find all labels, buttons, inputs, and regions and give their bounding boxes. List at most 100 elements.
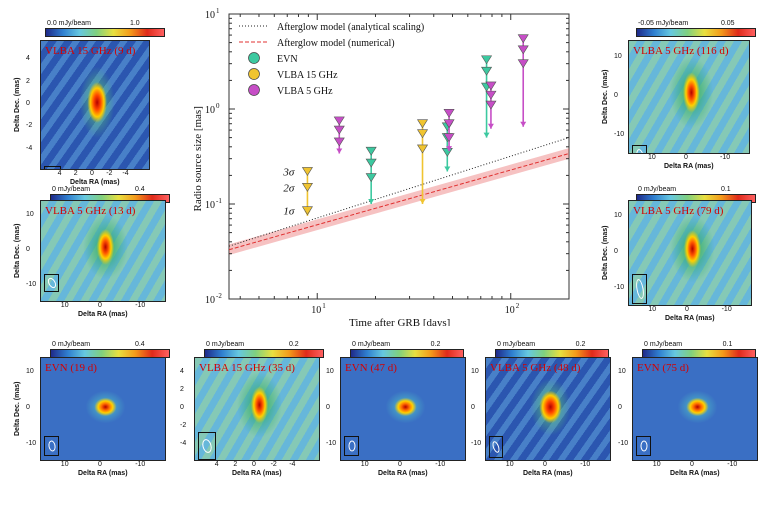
analytical-model-line: [228, 137, 570, 247]
x-tick-label: 10: [505, 305, 515, 316]
x-tick-label: 0: [398, 461, 402, 468]
colorbar: [636, 28, 756, 37]
beam-ellipse: [491, 440, 501, 454]
y-tick-label: 0: [471, 404, 475, 411]
sigma-annotation: 3σ: [282, 166, 295, 178]
x-tick-label: -4: [289, 461, 296, 468]
y-tick-label: -10: [326, 439, 337, 447]
y-tick-label: 4: [180, 368, 184, 376]
limit-arrowhead: [444, 166, 451, 172]
x-tick-label: -2: [270, 461, 277, 468]
x-tick-label: 10: [648, 306, 657, 313]
y-tick-label: 0: [180, 404, 184, 411]
x-tick-label: 10: [60, 302, 69, 309]
x-axis-label: Delta RA (mas): [78, 311, 128, 318]
radio-image: EVN (19 d): [40, 357, 166, 461]
legend-label: VLBA 15 GHz: [277, 70, 338, 81]
plot-frame: [228, 13, 570, 300]
x-tick-label: -10: [135, 302, 146, 309]
beam-box: [489, 436, 503, 458]
colorbar-min-label: 0 mJy/beam: [352, 341, 391, 348]
colorbar-min-label: 0 mJy/beam: [52, 186, 91, 193]
y-tick-label: 0: [618, 404, 622, 411]
limit-arrowhead: [483, 132, 490, 138]
sigma-annotation: 1σ: [283, 206, 295, 218]
y-tick-label: 10: [205, 200, 215, 211]
colorbar-max-label: 0.1: [722, 341, 733, 348]
colorbar-max-label: 0.2: [575, 341, 586, 348]
sigma-annotation: 2σ: [283, 182, 295, 194]
legend-label: EVN: [277, 54, 298, 65]
beam-box: [636, 436, 651, 456]
panel-title: EVN (75 d): [637, 362, 689, 374]
panel-title: VLBA 5 GHz (13 d): [45, 205, 136, 217]
x-tick-label: -10: [580, 461, 591, 468]
x-tick-label: -10: [721, 306, 732, 313]
y-tick-label: 0: [26, 246, 30, 253]
panel-vlba5-79d: 0 mJy/beam 0.1 VLBA 5 GHz (79 d) 10 0 -10 10 0 -…: [596, 182, 766, 332]
y-tick-label: 10: [205, 295, 215, 306]
x-tick-label: 10: [505, 461, 514, 468]
y-tick-label: 10: [205, 105, 215, 116]
beam-box: [44, 273, 59, 292]
x-axis-label: Delta RA (mas): [665, 315, 715, 322]
y-tick-label: 0: [326, 404, 330, 411]
x-axis-label: Delta RA (mas): [232, 470, 282, 477]
radio-image: EVN (75 d): [632, 357, 758, 461]
x-axis-label: Delta RA (mas): [70, 179, 120, 186]
colorbar-max-label: 0.2: [430, 341, 441, 348]
beam-ellipse: [348, 440, 355, 452]
beam-ellipse: [634, 278, 645, 300]
x-tick-label: 10: [311, 305, 321, 316]
colorbar-min-label: -0.05 mJy/beam: [638, 20, 689, 27]
y-axis-label: Delta Dec. (mas): [14, 77, 21, 132]
x-tick-label: -10: [135, 461, 146, 468]
y-tick-exponent: 0: [216, 102, 220, 110]
y-tick-label: 10: [26, 368, 34, 376]
panel-vlba5-48d: 0 mJy/beam 0.2 VLBA 5 GHz (48 d) 10 0 -10 10 0 -…: [471, 337, 620, 487]
x-axis-label: Time after GRB [days]: [349, 317, 450, 326]
colorbar-max-label: 0.2: [288, 341, 299, 348]
x-tick-label: -10: [727, 461, 738, 468]
colorbar-min-label: 0 mJy/beam: [52, 341, 91, 348]
y-tick-label: -10: [614, 131, 625, 139]
y-tick-label: -2: [180, 421, 187, 429]
sigma2-marker: [333, 125, 345, 135]
source-size-chart: 10 1 10 2 10 -2 10 -1 10 0 10 1 Time after GRB [days…: [185, 6, 581, 331]
legend-label: Afterglow model (analytical scaling): [277, 22, 424, 33]
sigma1-marker: [485, 100, 497, 110]
colorbar-max-label: 1.0: [129, 20, 140, 27]
y-tick-label: 2: [26, 77, 30, 85]
y-tick-label: 10: [614, 52, 622, 60]
y-axis-label: Delta Dec. (mas): [14, 223, 21, 278]
colorbar-max-label: 0.4: [134, 341, 145, 348]
sigma3-marker: [365, 146, 377, 156]
sigma1-marker: [365, 173, 377, 183]
panel-evn-47d: 0 mJy/beam 0.2 EVN (47 d) 10 0 -10 10 0 -10 Delta…: [326, 337, 475, 487]
x-tick-exponent: 2: [516, 302, 520, 310]
panel-vlba5-116d: -0.05 mJy/beam 0.05 VLBA 5 GHz (116 d) 10 0 -…: [596, 10, 766, 185]
x-tick-label: 2: [233, 461, 238, 468]
y-tick-label: 10: [326, 368, 334, 376]
x-tick-label: 0: [252, 461, 256, 468]
x-tick-label: 0: [690, 461, 694, 468]
x-tick-label: -2: [106, 170, 113, 177]
x-axis-label: Delta RA (mas): [378, 470, 428, 477]
radio-image: VLBA 5 GHz (116 d): [628, 40, 750, 154]
radio-image: VLBA 15 GHz (9 d): [40, 40, 150, 170]
sigma1-marker: [443, 133, 455, 143]
x-tick-label: -10: [435, 461, 446, 468]
colorbar: [45, 28, 165, 37]
y-axis-label: Delta Dec. (mas): [602, 69, 609, 124]
panel-title: VLBA 15 GHz (35 d): [199, 362, 295, 374]
colorbar-min-label: 0 mJy/beam: [206, 341, 245, 348]
y-axis-label: Delta Dec. (mas): [602, 225, 609, 280]
radio-image: VLBA 15 GHz (35 d): [194, 357, 320, 461]
panel-vlba15-35d: 0 mJy/beam 0.2 VLBA 15 GHz (35 d) 4 2 0 -2 -4 4 2…: [176, 337, 326, 487]
limit-arrowhead: [368, 199, 375, 204]
sigma2-marker: [365, 158, 377, 168]
x-axis-label: Delta RA (mas): [78, 470, 128, 477]
x-tick-label: 10: [652, 461, 661, 468]
radio-image: VLBA 5 GHz (79 d): [628, 200, 752, 306]
y-tick-label: 10: [618, 368, 626, 376]
